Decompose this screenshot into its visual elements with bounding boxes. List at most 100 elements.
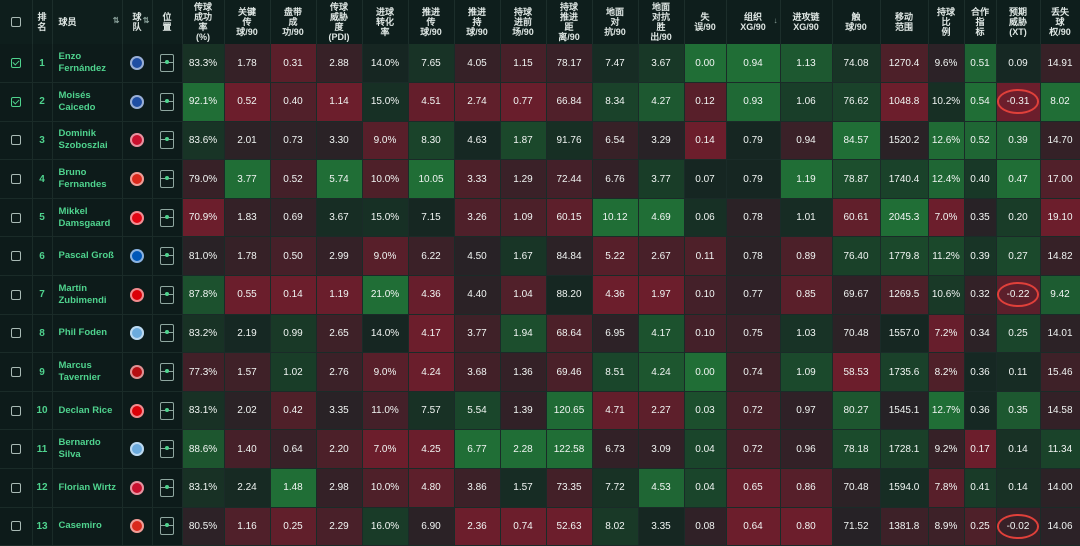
table-row[interactable]: 9 Marcus Tavernier 77.3% 1.57 1.02 2.76 9.0% 4.… <box>0 352 1080 392</box>
column-header-touches[interactable]: 触 球/90 <box>832 0 881 44</box>
column-header-check[interactable] <box>0 0 33 44</box>
table-row[interactable]: 3 Dominik Szoboszlai 83.6% 2.01 0.73 3.30 9.0%… <box>0 121 1080 161</box>
player-name[interactable]: Moisés Caicedo <box>52 82 123 122</box>
player-name[interactable]: Enzo Fernández <box>52 44 123 84</box>
table-row[interactable]: 2 Moisés Caicedo 92.1% 0.52 0.40 1.14 15.0% 4.5… <box>0 82 1080 122</box>
table-row[interactable]: 8 Phil Foden 83.2% 2.19 0.99 2.65 14.0% 4.17 3.7… <box>0 314 1080 354</box>
table-row[interactable]: 13 Casemiro 80.5% 1.16 0.25 2.29 16.0% 6.90 2.36… <box>0 507 1080 546</box>
column-header-pass_pct[interactable]: 传球 成功 率 (%) <box>182 0 225 44</box>
column-header-pdi[interactable]: 传球 威胁 度 (PDI) <box>316 0 363 44</box>
table-row[interactable]: 7 Martín Zubimendi 87.8% 0.55 0.14 1.19 21.0% 4… <box>0 275 1080 315</box>
row-select-cell[interactable] <box>0 391 33 431</box>
table-row[interactable]: 4 Bruno Fernandes 79.0% 3.77 0.52 5.74 10.0% 10… <box>0 159 1080 199</box>
column-header-ground_duel[interactable]: 地面 对 抗/90 <box>592 0 639 44</box>
row-checkbox[interactable] <box>10 444 21 455</box>
row-select-cell[interactable] <box>0 275 33 315</box>
row-checkbox[interactable] <box>10 212 21 223</box>
sort-icon[interactable]: ⇅ <box>112 16 120 25</box>
cell-carry_box: 1.29 <box>500 159 547 199</box>
column-header-prog_pass[interactable]: 推进 传 球/90 <box>408 0 455 44</box>
player-name[interactable]: Pascal Groß <box>52 236 123 277</box>
column-header-loss[interactable]: 丢失 球 权/90 <box>1040 0 1080 44</box>
player-name[interactable]: Dominik Szoboszlai <box>52 121 123 161</box>
row-select-cell[interactable] <box>0 236 33 277</box>
column-header-turnover[interactable]: 失 误/90 <box>684 0 727 44</box>
column-header-duel_won[interactable]: 地面 对抗 胜 出/90 <box>638 0 685 44</box>
cell-xgbuild: 0.85 <box>780 275 833 315</box>
column-header-xgbuild[interactable]: 进攻链 XG/90 <box>780 0 833 44</box>
row-select-cell[interactable] <box>0 82 33 122</box>
table-row[interactable]: 11 Bernardo Silva 88.6% 1.40 0.64 2.20 7.0% 4.2… <box>0 429 1080 470</box>
player-name[interactable]: Phil Foden <box>52 314 123 354</box>
row-select-cell[interactable] <box>0 44 33 84</box>
column-header-dribble[interactable]: 盘带 成 功/90 <box>270 0 317 44</box>
row-select-cell[interactable] <box>0 198 33 238</box>
row-checkbox-checked[interactable] <box>10 96 21 107</box>
player-name[interactable]: Casemiro <box>52 507 123 546</box>
table-row[interactable]: 1 Enzo Fernández 83.3% 1.78 0.31 2.88 14.0% 7.6… <box>0 44 1080 84</box>
table-row[interactable]: 6 Pascal Groß 81.0% 1.78 0.50 2.99 9.0% 6.22 4.5… <box>0 236 1080 277</box>
cell-prog_carry: 4.40 <box>454 275 501 315</box>
row-checkbox[interactable] <box>10 289 21 300</box>
column-header-rank[interactable]: 排 名 <box>32 0 53 44</box>
row-select-cell[interactable] <box>0 159 33 199</box>
row-select-cell[interactable] <box>0 121 33 161</box>
column-header-coop[interactable]: 合作 指 标 <box>964 0 997 44</box>
player-name[interactable]: Marcus Tavernier <box>52 352 123 392</box>
row-checkbox[interactable] <box>10 366 21 377</box>
cell-ground_duel: 7.72 <box>592 468 639 508</box>
cell-turnover: 0.08 <box>684 507 727 546</box>
row-checkbox[interactable] <box>10 521 21 532</box>
cell-carry_box: 0.74 <box>500 507 547 546</box>
column-header-shot_conv[interactable]: 进球 转化 率 <box>362 0 409 44</box>
pitch-position-icon <box>160 401 174 420</box>
row-select-cell[interactable] <box>0 314 33 354</box>
row-select-cell[interactable] <box>0 352 33 392</box>
table-row[interactable]: 12 Florian Wirtz 83.1% 2.24 1.48 2.98 10.0% 4.8… <box>0 468 1080 508</box>
row-checkbox[interactable] <box>10 405 21 416</box>
cell-ret: 9.2% <box>928 429 965 470</box>
row-checkbox[interactable] <box>10 135 21 146</box>
table-row[interactable]: 5 Mikkel Damsgaard 70.9% 1.83 0.69 3.67 15.0% 7… <box>0 198 1080 238</box>
column-header-xgchain[interactable]: 组织 XG/90 ↓ <box>726 0 781 44</box>
column-header-carry_box[interactable]: 持球 进前 场/90 <box>500 0 547 44</box>
player-name[interactable]: Bruno Fernandes <box>52 159 123 199</box>
row-select-cell[interactable] <box>0 468 33 508</box>
row-checkbox[interactable] <box>10 251 21 262</box>
sort-desc-icon[interactable]: ↓ <box>773 16 778 25</box>
player-name[interactable]: Bernardo Silva <box>52 429 123 470</box>
select-all-checkbox[interactable] <box>10 17 21 28</box>
row-checkbox-checked[interactable] <box>10 57 21 68</box>
cell-coop: 0.36 <box>964 391 997 431</box>
sort-icon[interactable]: ⇅ <box>142 16 150 25</box>
player-name[interactable]: Martín Zubimendi <box>52 275 123 315</box>
cell-loss: 9.42 <box>1040 275 1080 315</box>
column-header-prog_carry[interactable]: 推进 持 球/90 <box>454 0 501 44</box>
cell-dribble: 0.31 <box>270 44 317 84</box>
player-name[interactable]: Mikkel Damsgaard <box>52 198 123 238</box>
column-header-key_pass[interactable]: 关键 传 球/90 <box>224 0 271 44</box>
table-row[interactable]: 10 Declan Rice 83.1% 2.02 0.42 3.35 11.0% 7.57 5… <box>0 391 1080 431</box>
row-checkbox[interactable] <box>10 482 21 493</box>
row-checkbox[interactable] <box>10 328 21 339</box>
row-checkbox[interactable] <box>10 173 21 184</box>
column-header-ret[interactable]: 持球 比 例 <box>928 0 965 44</box>
cell-pass_pct: 80.5% <box>182 507 225 546</box>
player-name[interactable]: Declan Rice <box>52 391 123 431</box>
cell-carry_box: 1.87 <box>500 121 547 161</box>
row-select-cell[interactable] <box>0 429 33 470</box>
cell-carry_box: 0.77 <box>500 82 547 122</box>
column-header-pos[interactable]: 位 置 <box>152 0 183 44</box>
cell-dribble: 0.99 <box>270 314 317 354</box>
player-name[interactable]: Florian Wirtz <box>52 468 123 508</box>
cell-ground_duel: 6.54 <box>592 121 639 161</box>
row-select-cell[interactable] <box>0 507 33 546</box>
pitch-position-icon <box>160 208 174 227</box>
column-header-range[interactable]: 移动 范围 <box>880 0 929 44</box>
column-header-name[interactable]: 球员 ⇅ <box>52 0 123 44</box>
cell-xgchain: 0.93 <box>726 82 781 122</box>
liverpool-crest-icon <box>130 480 144 495</box>
column-header-carry_dist[interactable]: 持球 推进 距 离/90 <box>546 0 593 44</box>
column-header-team[interactable]: 球 队 ⇅ <box>122 0 153 44</box>
column-header-xt[interactable]: 预期 威胁 (XT) <box>996 0 1041 44</box>
